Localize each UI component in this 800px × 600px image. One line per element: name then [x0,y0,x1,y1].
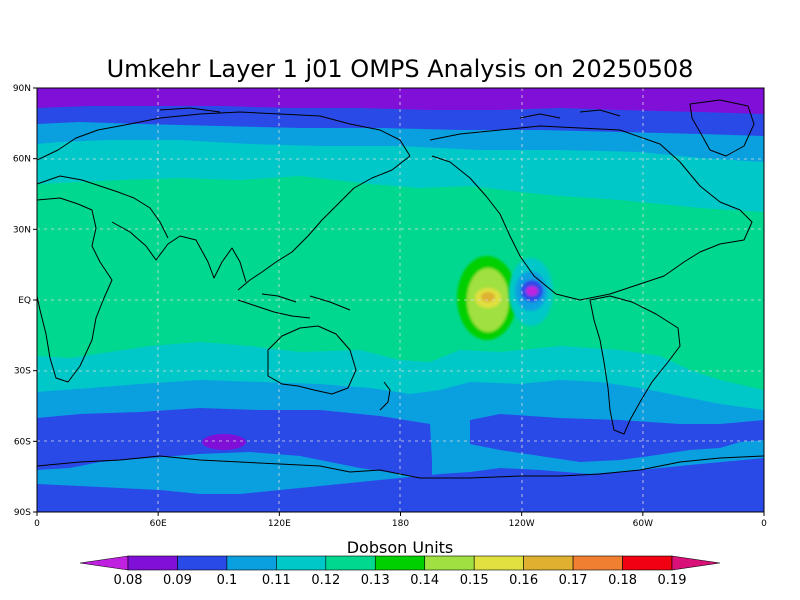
colorbar-level-label: 0.18 [608,573,637,588]
colorbar-swatch [622,555,673,571]
band-south-blue-west [37,408,432,512]
lat-tick-label: 30S [14,367,31,377]
lon-tick-label: 0 [761,519,767,529]
colorbar-swatch [374,555,426,571]
lon-tick-label: 60W [633,519,653,529]
lat-tick-label: 60S [14,437,31,447]
colorbar-level-label: 0.13 [361,573,390,588]
lat-tick-label: 90N [13,84,31,94]
band-south-blue [37,414,764,512]
coastlines [37,99,764,479]
purple-blob-south [202,434,246,450]
colorbar [79,555,721,571]
colorbar-swatch [523,555,574,571]
lon-tick-label: 120W [509,519,535,529]
band-antarctic-blue [37,458,764,512]
colorbar-level-label: 0.12 [311,573,340,588]
colorbar-swatch [177,555,228,571]
colorbar-swatch [325,555,376,571]
colorbar-level-label: 0.14 [410,573,439,588]
band-north-purple [37,88,764,114]
colorbar-swatch [424,555,475,571]
map-area [37,88,764,512]
colorbar-swatch [276,555,327,571]
anomaly-negative [509,258,553,326]
colorbar-level-label: 0.16 [509,573,538,588]
colorbar-under-triangle [79,555,129,571]
colorbar-level-label: 0.15 [460,573,489,588]
colorbar-level-label: 0.08 [114,573,143,588]
colorbar-over-triangle [671,555,721,571]
colorbar-labels: 0.08 0.09 0.1 0.11 0.12 0.13 0.14 0.15 0.16 0.17 0… [114,573,687,588]
lat-tick-label: 30N [13,225,31,235]
anomaly-positive [457,256,517,340]
colorbar-level-label: 0.11 [262,573,291,588]
latitude-ticks: 90N 60N 30N EQ 30S 60S 90S [13,84,37,518]
colorbar-swatch [226,555,277,571]
lon-tick-label: 60E [150,519,167,529]
colorbar-swatch [473,555,524,571]
colorbar-level-label: 0.1 [217,573,238,588]
longitude-ticks: 0 60E 120E 180 120W 60W 0 [34,512,767,529]
lat-tick-label: 60N [13,155,31,165]
colorbar-level-label: 0.17 [559,573,588,588]
colorbar-swatch [127,555,178,571]
colorbar-title: Dobson Units [347,538,454,557]
colorbar-swatch [572,555,623,571]
lon-tick-label: 180 [392,519,409,529]
lat-tick-label: EQ [18,296,31,306]
grid-lines [37,88,764,512]
lon-tick-label: 0 [34,519,40,529]
colorbar-level-label: 0.19 [658,573,687,588]
lon-tick-label: 120E [268,519,291,529]
map-title: Umkehr Layer 1 j01 OMPS Analysis on 2025… [107,55,694,83]
colorbar-level-label: 0.09 [163,573,192,588]
lat-tick-label: 90S [14,508,31,518]
